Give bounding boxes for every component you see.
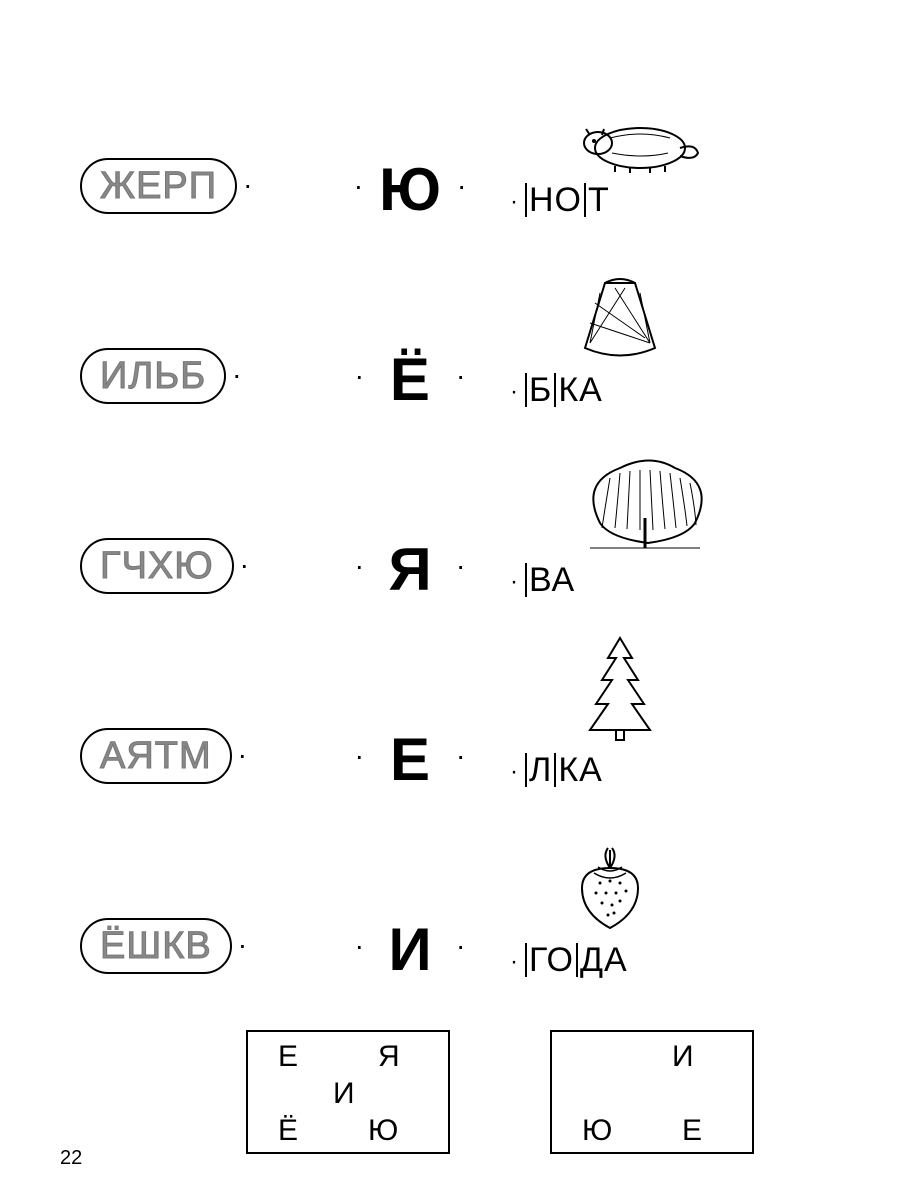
dot: · bbox=[355, 932, 364, 960]
center-column: · Ю · bbox=[310, 160, 510, 220]
center-column: · Е · bbox=[310, 730, 510, 790]
word-segment: КА bbox=[558, 371, 602, 410]
vowel-letter: Е bbox=[380, 730, 440, 790]
skirt-icon bbox=[570, 273, 670, 363]
exercise-row: ГЧХЮ · · Я · bbox=[80, 460, 860, 600]
word-column: · Л КА bbox=[510, 653, 860, 790]
letter-box-right: И Ю Е bbox=[550, 1030, 754, 1154]
center-column: · Ё · bbox=[310, 350, 510, 410]
vowel-letter: Я bbox=[380, 540, 440, 600]
dot: · bbox=[355, 362, 364, 390]
vowel-letter: Ю bbox=[379, 160, 441, 220]
word-segment: КА bbox=[558, 751, 602, 790]
word-with-gaps: · НО Т bbox=[510, 177, 610, 220]
dot: · bbox=[355, 742, 364, 770]
dot: · bbox=[238, 741, 247, 769]
dot: · bbox=[456, 932, 465, 960]
traced-letters: ГЧХЮ bbox=[100, 545, 214, 588]
center-column: · Я · bbox=[310, 540, 510, 600]
traced-pill: ЁШКВ bbox=[80, 918, 232, 974]
dot: · bbox=[456, 362, 465, 390]
dot: · bbox=[456, 742, 465, 770]
word-column: · ВА bbox=[510, 463, 860, 600]
traced-pill: АЯТМ bbox=[80, 728, 232, 784]
dot: · bbox=[238, 931, 247, 959]
fir-tree-icon bbox=[570, 653, 670, 743]
dot: · bbox=[243, 171, 252, 199]
pill-column: ИЛЬБ · bbox=[80, 348, 310, 410]
traced-letters: ЖЕРП bbox=[100, 165, 217, 208]
vowel-letter: И bbox=[380, 920, 440, 980]
word-segment: НО bbox=[529, 181, 582, 220]
box-letter: Е bbox=[278, 1040, 298, 1074]
box-letter: Ю bbox=[368, 1114, 398, 1148]
traced-pill: ИЛЬБ bbox=[80, 348, 226, 404]
word-segment: ДА bbox=[580, 941, 628, 980]
center-column: · И · bbox=[310, 920, 510, 980]
dot: · bbox=[456, 552, 465, 580]
vowel-letter: Ё bbox=[380, 350, 440, 410]
dot: · bbox=[354, 172, 363, 200]
traced-pill: ГЧХЮ bbox=[80, 538, 234, 594]
box-letter: Е bbox=[682, 1114, 702, 1148]
willow-icon bbox=[570, 463, 720, 553]
word-segment: ГО bbox=[529, 941, 574, 980]
exercise-row: АЯТМ · · Е · · Л КА bbox=[80, 650, 860, 790]
traced-letters: АЯТМ bbox=[100, 735, 212, 778]
word-column: · ГО ДА bbox=[510, 843, 860, 980]
letter-box-left: Е ЯИ Ё Ю bbox=[246, 1030, 450, 1154]
exercise-row: ЖЕРП · · Ю · · bbox=[80, 80, 860, 220]
letter-boxes: ЕЯИЁЮ ИЮЕ bbox=[140, 1030, 860, 1154]
strawberry-icon bbox=[570, 843, 650, 933]
pill-column: АЯТМ · bbox=[80, 728, 310, 790]
word-segment: Т bbox=[588, 181, 610, 220]
dot: · bbox=[240, 551, 249, 579]
word-segment: Л bbox=[529, 751, 552, 790]
pill-column: ЁШКВ · bbox=[80, 918, 310, 980]
word-segment: ВА bbox=[529, 561, 575, 600]
word-column: · Б КА bbox=[510, 273, 860, 410]
word-with-gaps: · Л КА bbox=[510, 747, 603, 790]
traced-pill: ЖЕРП bbox=[80, 158, 237, 214]
box-letter: Ю bbox=[582, 1114, 612, 1148]
dot: · bbox=[457, 172, 466, 200]
word-column: · НО Т bbox=[510, 83, 860, 220]
worksheet-page: ЖЕРП · · Ю · · bbox=[0, 0, 900, 1200]
raccoon-icon bbox=[570, 83, 700, 173]
dot: · bbox=[232, 361, 241, 389]
page-number: 22 bbox=[60, 1147, 82, 1170]
exercise-row: ИЛЬБ · · Ё · · Б КА bbox=[80, 270, 860, 410]
word-with-gaps: · ВА bbox=[510, 557, 575, 600]
box-letter: И bbox=[672, 1040, 694, 1074]
word-with-gaps: · ГО ДА bbox=[510, 937, 628, 980]
pill-column: ЖЕРП · bbox=[80, 158, 310, 220]
traced-letters: ЁШКВ bbox=[100, 925, 212, 968]
dot: · bbox=[355, 552, 364, 580]
word-segment: Б bbox=[529, 371, 552, 410]
box-letter: Ё bbox=[278, 1114, 298, 1148]
box-letter: Я bbox=[378, 1040, 400, 1074]
traced-letters: ИЛЬБ bbox=[100, 355, 206, 398]
word-with-gaps: · Б КА bbox=[510, 367, 603, 410]
pill-column: ГЧХЮ · bbox=[80, 538, 310, 600]
box-letter: И bbox=[333, 1077, 355, 1111]
exercise-row: ЁШКВ · · И · bbox=[80, 840, 860, 980]
